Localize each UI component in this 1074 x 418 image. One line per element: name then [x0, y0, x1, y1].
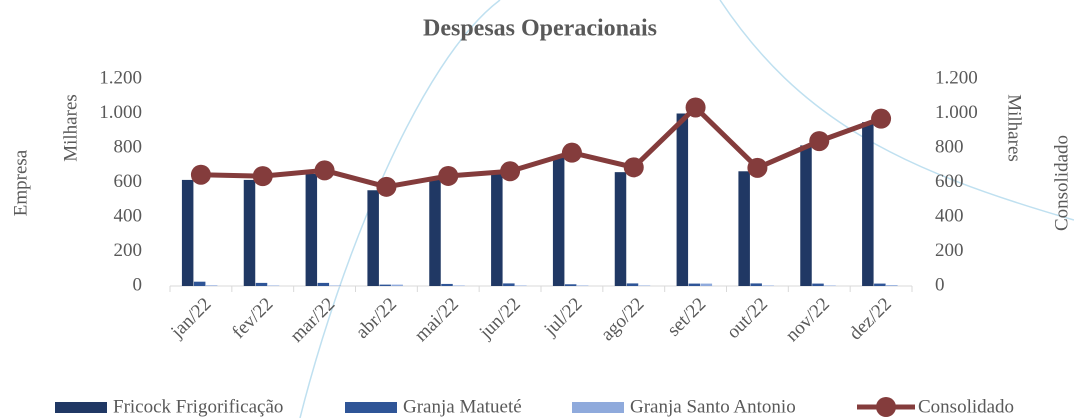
line-marker: [438, 165, 459, 186]
bar: [515, 285, 527, 286]
bar: [379, 284, 391, 286]
legend-label: Consolidado: [918, 396, 1014, 417]
bar: [491, 173, 503, 286]
y2-axis-title: Consolidado: [1051, 135, 1072, 231]
line-marker: [376, 176, 397, 197]
x-tick-label: out/22: [723, 294, 772, 343]
y2-tick-label: 1.200: [935, 67, 978, 88]
y2-tick-label: 1.000: [935, 102, 978, 123]
x-tick-label: abr/22: [352, 294, 401, 343]
bar: [305, 173, 318, 286]
bar: [329, 285, 342, 286]
x-tick-label: mai/22: [411, 294, 463, 346]
bar: [367, 190, 379, 286]
legend-label: Fricock Frigorificação: [113, 396, 283, 417]
bar: [564, 284, 577, 286]
bar: [886, 285, 898, 286]
bar: [441, 283, 453, 286]
bar: [862, 122, 874, 286]
x-tick-label: ago/22: [597, 294, 648, 345]
y2-tick-label: 200: [935, 240, 964, 261]
y-tick-label: 1.000: [99, 102, 142, 123]
x-tick-label: jan/22: [166, 294, 215, 343]
line-marker: [747, 157, 768, 178]
bar: [762, 285, 774, 286]
line-marker: [314, 160, 335, 181]
legend-swatch: [345, 402, 397, 413]
x-tick-label: nov/22: [782, 294, 834, 346]
bar: [614, 172, 627, 286]
x-tick-label: jun/22: [475, 294, 525, 344]
bar: [255, 282, 268, 286]
bar: [267, 285, 280, 286]
legend-swatch: [572, 402, 624, 413]
bar: [800, 145, 812, 286]
bar: [429, 177, 441, 286]
bar: [317, 282, 330, 286]
y-tick-label: 600: [114, 171, 143, 192]
line-marker: [252, 166, 273, 187]
bar: [243, 179, 256, 286]
bar: [638, 285, 651, 286]
y2-axis-unit: Milhares: [1004, 94, 1025, 162]
bar: [874, 283, 886, 286]
bar: [453, 285, 465, 286]
y2-tick-label: 600: [935, 171, 964, 192]
decoration: [299, 0, 1074, 418]
line-marker: [685, 97, 706, 118]
legend-swatch: [55, 402, 107, 413]
bar: [700, 283, 713, 286]
y-tick-label: 200: [114, 240, 143, 261]
line-marker: [871, 108, 892, 129]
x-tick-label: jul/22: [540, 294, 587, 341]
bar: [688, 283, 701, 286]
bar: [576, 285, 589, 286]
bar: [503, 283, 515, 286]
bar: [193, 281, 206, 286]
bar: [750, 283, 762, 286]
x-tick-label: fev/22: [228, 294, 277, 343]
line-marker: [190, 164, 211, 185]
y2-tick-label: 400: [935, 205, 964, 226]
y-axis-title: Empresa: [10, 149, 31, 216]
x-tick-label: set/22: [663, 294, 710, 341]
line-marker: [623, 157, 644, 178]
bar: [391, 284, 403, 286]
y-tick-label: 1.200: [99, 67, 142, 88]
x-tick-label: mar/22: [286, 294, 339, 347]
bar: [676, 113, 689, 286]
line-marker: [500, 161, 521, 182]
x-tick-label: dez/22: [845, 294, 896, 345]
chart-title: Despesas Operacionais: [423, 16, 657, 42]
line-marker: [561, 142, 582, 163]
y-tick-label: 0: [133, 274, 143, 295]
y2-tick-label: 0: [935, 274, 945, 295]
y-tick-label: 800: [114, 136, 143, 157]
bar: [181, 179, 194, 286]
legend-swatch: [876, 397, 896, 417]
y-tick-label: 400: [114, 205, 143, 226]
y2-tick-label: 800: [935, 136, 964, 157]
bar: [552, 157, 565, 286]
line-marker: [809, 131, 830, 152]
bar: [824, 285, 836, 286]
bar: [738, 171, 750, 286]
bar: [812, 283, 824, 286]
line: [200, 103, 882, 190]
legend-label: Granja Santo Antonio: [630, 396, 796, 417]
bar: [626, 283, 639, 286]
y-axis-unit: Milhares: [60, 94, 81, 162]
legend-label: Granja Matueté: [403, 396, 522, 417]
bar: [205, 285, 218, 286]
